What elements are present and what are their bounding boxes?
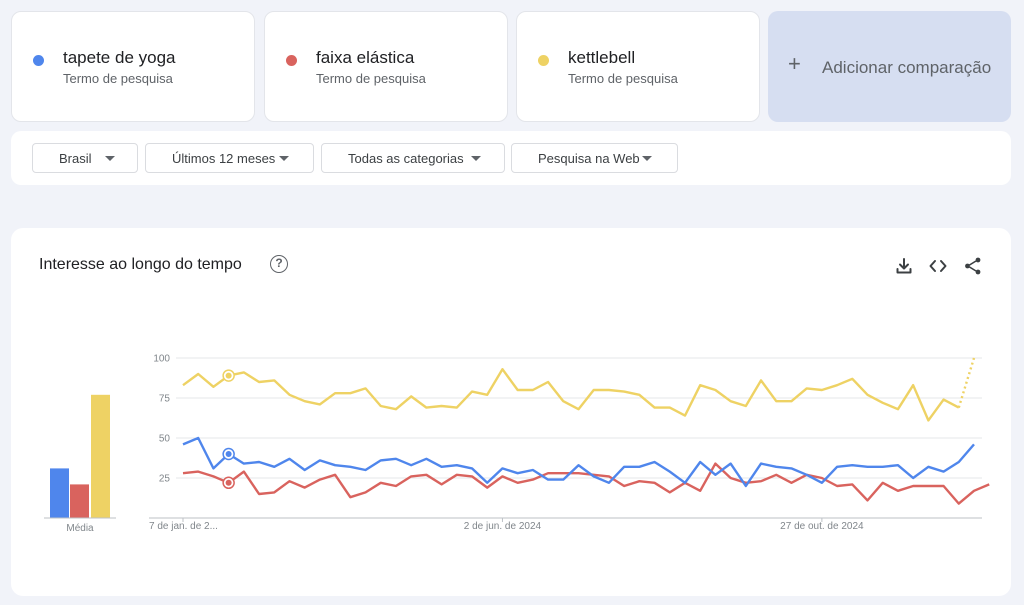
period-value: Últimos 12 meses xyxy=(172,151,276,166)
region-value: Brasil xyxy=(59,151,92,166)
period-dropdown[interactable]: Últimos 12 meses xyxy=(145,143,314,173)
data-point-marker-dot xyxy=(225,451,232,457)
category-value: Todas as categorias xyxy=(348,151,464,166)
y-tick-label: 75 xyxy=(159,394,171,405)
series-color-dot xyxy=(286,55,297,66)
chart-grid: 100 75 50 25 xyxy=(149,354,982,519)
share-icon[interactable] xyxy=(963,256,983,276)
average-bars: Média xyxy=(44,394,116,534)
series-color-dot xyxy=(538,55,549,66)
add-comparison-button[interactable]: + Adicionar comparação xyxy=(768,11,1011,122)
y-tick-label: 25 xyxy=(159,474,171,485)
interest-over-time-panel: Interesse ao longo do tempo ? Média 100 7… xyxy=(11,228,1011,596)
term-card-3[interactable]: kettlebell Termo de pesquisa xyxy=(516,11,760,122)
search-type-dropdown[interactable]: Pesquisa na Web xyxy=(511,143,678,173)
y-tick-label: 100 xyxy=(153,354,170,365)
average-bar xyxy=(91,394,110,518)
chart-markers xyxy=(222,369,235,490)
interest-chart: Média 100 75 50 25 7 de jan. de 2... 2 de ju… xyxy=(44,354,990,534)
y-tick-label: 50 xyxy=(159,434,171,445)
x-axis-labels: 7 de jan. de 2... 2 de jun. de 2024 27 de … xyxy=(149,518,864,532)
embed-icon[interactable] xyxy=(928,256,948,276)
series-line xyxy=(182,367,960,422)
add-comparison-label: Adicionar comparação xyxy=(822,58,992,77)
average-label: Média xyxy=(66,523,94,534)
term-subtitle: Termo de pesquisa xyxy=(568,71,678,86)
term-card-2[interactable]: faixa elástica Termo de pesquisa xyxy=(264,11,508,122)
download-icon[interactable] xyxy=(894,256,914,276)
chart-lines xyxy=(182,357,990,505)
average-bar xyxy=(70,484,89,518)
data-point-marker-dot xyxy=(225,479,232,486)
series-partial-line xyxy=(957,357,976,408)
plus-icon: + xyxy=(788,51,801,76)
panel-title: Interesse ao longo do tempo xyxy=(39,256,242,273)
x-tick-label: 7 de jan. de 2... xyxy=(149,521,218,532)
filters-bar: Brasil Últimos 12 meses Todas as categor… xyxy=(11,131,1011,185)
term-name: faixa elástica xyxy=(316,48,415,67)
region-dropdown[interactable]: Brasil xyxy=(32,143,138,173)
search-type-value: Pesquisa na Web xyxy=(538,151,640,166)
series-line xyxy=(182,436,975,488)
term-card-1[interactable]: tapete de yoga Termo de pesquisa xyxy=(11,11,255,122)
category-dropdown[interactable]: Todas as categorias xyxy=(321,143,505,173)
chevron-down-icon xyxy=(279,156,289,161)
x-tick-label: 2 de jun. de 2024 xyxy=(464,521,542,532)
series-color-dot xyxy=(33,55,44,66)
average-bar xyxy=(50,468,69,518)
term-subtitle: Termo de pesquisa xyxy=(63,71,173,86)
series-line xyxy=(182,462,990,505)
term-name: kettlebell xyxy=(568,48,636,67)
chevron-down-icon xyxy=(642,156,652,161)
term-name: tapete de yoga xyxy=(63,48,176,67)
x-tick-label: 27 de out. de 2024 xyxy=(780,521,864,532)
chevron-down-icon xyxy=(105,156,115,161)
chevron-down-icon xyxy=(471,156,481,161)
help-icon[interactable]: ? xyxy=(270,255,288,273)
term-subtitle: Termo de pesquisa xyxy=(316,71,426,86)
data-point-marker-dot xyxy=(225,372,232,379)
